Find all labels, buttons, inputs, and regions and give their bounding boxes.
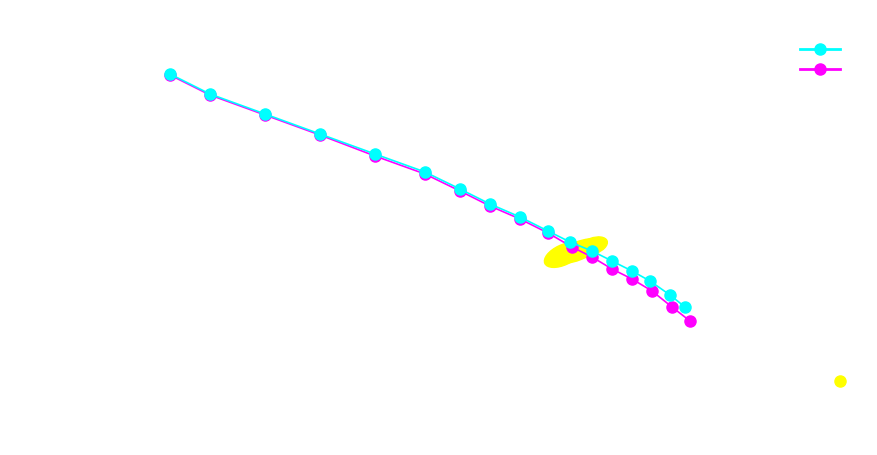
- Ellipse shape: [555, 239, 601, 264]
- Ellipse shape: [545, 243, 581, 268]
- Ellipse shape: [579, 238, 608, 256]
